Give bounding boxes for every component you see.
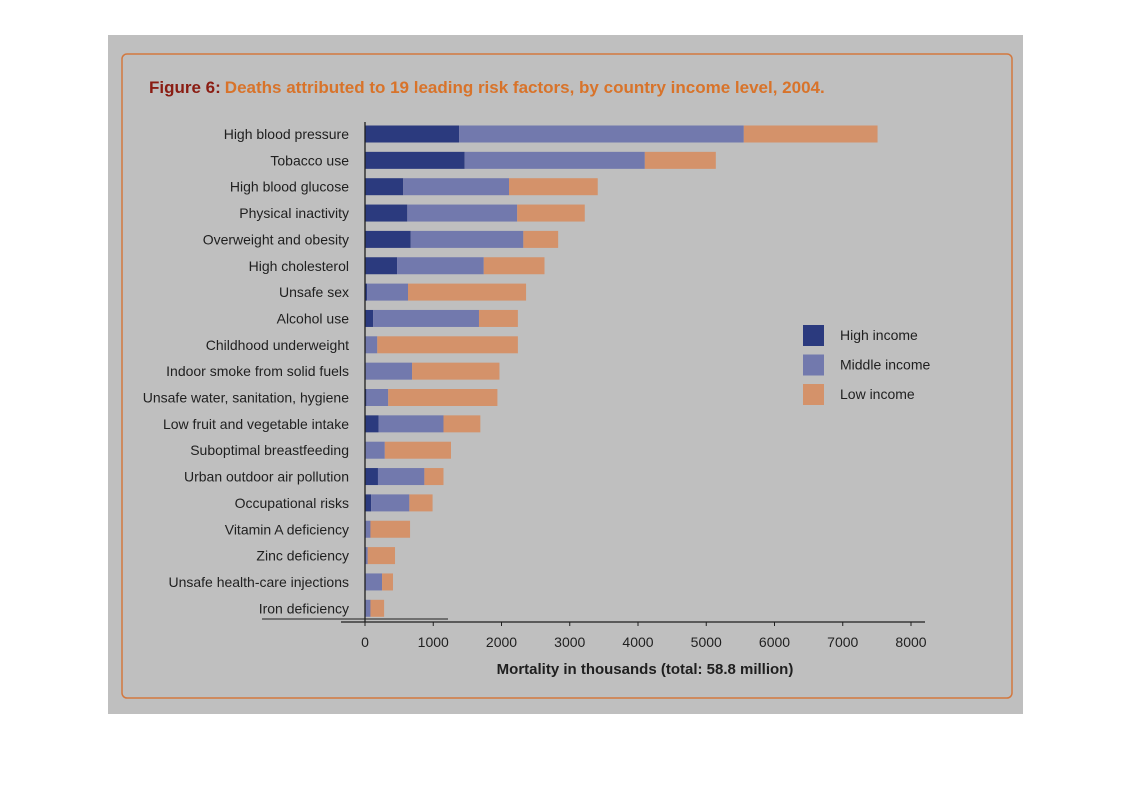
bar-segment — [517, 204, 585, 222]
legend: High income Middle income Low income — [803, 325, 930, 405]
bar-segment — [459, 125, 744, 143]
bar-segment — [377, 336, 518, 354]
bar-segment — [407, 283, 527, 301]
category-label: Indoor smoke from solid fuels — [166, 363, 349, 379]
bar-segment — [365, 599, 371, 617]
category-label: Tobacco use — [270, 152, 349, 168]
category-label: Overweight and obesity — [203, 231, 349, 247]
category-label: Iron deficiency — [259, 600, 349, 616]
category-label: High cholesterol — [249, 258, 349, 274]
bar-segment — [365, 547, 368, 565]
bar-segment — [365, 178, 404, 196]
bar-segment — [410, 230, 524, 248]
chart-title-prefix: Figure 6: — [149, 78, 221, 97]
x-axis-label: Mortality in thousands (total: 58.8 mill… — [497, 661, 794, 678]
category-label: Zinc deficiency — [256, 548, 349, 564]
chart-title-text: Deaths attributed to 19 leading risk fac… — [225, 78, 825, 97]
category-label: Occupational risks — [235, 495, 349, 511]
category-label: Physical inactivity — [239, 205, 349, 221]
bar-segment — [365, 520, 371, 538]
bar-segment — [378, 415, 444, 433]
bar-segment — [366, 389, 389, 406]
bar-segment — [367, 547, 396, 565]
legend-swatch — [803, 384, 824, 405]
bar-segment — [424, 468, 444, 486]
axes: High blood pressure Tobacco use High blood… — [143, 122, 927, 650]
legend-label: Middle income — [840, 357, 930, 373]
bar-segment — [365, 389, 367, 406]
bar-segment — [464, 151, 645, 169]
bar-segment — [365, 204, 408, 222]
bar-segment — [412, 362, 500, 380]
x-tick-label: 5000 — [691, 634, 722, 650]
bar-segment — [483, 257, 545, 275]
bar-segment — [644, 151, 716, 169]
bar-segment — [365, 336, 378, 354]
category-label: Alcohol use — [277, 310, 350, 326]
bar-segment — [384, 441, 451, 459]
bar-segment — [365, 230, 411, 248]
bar-segment — [365, 441, 385, 459]
x-tick-label: 4000 — [622, 634, 653, 650]
bar-segment — [365, 362, 413, 380]
bar-segment — [365, 151, 465, 169]
bar-segment — [409, 494, 433, 512]
category-label: Childhood underweight — [206, 337, 349, 353]
bar-segment — [365, 309, 374, 327]
x-tick-label: 6000 — [759, 634, 790, 650]
x-tick-label: 7000 — [827, 634, 858, 650]
x-tick-label: 0 — [361, 634, 369, 650]
bar-segment — [377, 468, 425, 486]
bar-segment — [370, 520, 411, 538]
category-label: High blood glucose — [230, 179, 349, 195]
chart-background — [108, 35, 1023, 714]
bar-segment — [370, 599, 385, 617]
bar-segment — [367, 283, 408, 301]
bar-segment — [365, 573, 383, 591]
bar-segment — [509, 178, 598, 196]
bar-segment — [382, 573, 393, 591]
legend-swatch — [803, 325, 824, 346]
category-label: High blood pressure — [224, 126, 350, 142]
bar-segment — [365, 283, 368, 301]
bar-segment — [743, 125, 878, 143]
legend-label: Low income — [840, 386, 915, 402]
x-tick-label: 3000 — [554, 634, 585, 650]
category-label: Urban outdoor air pollution — [184, 469, 349, 485]
plot-area — [365, 125, 878, 617]
x-tick-label: 2000 — [486, 634, 517, 650]
bar-segment — [365, 257, 398, 275]
bar-segment — [478, 309, 518, 327]
category-label: Low fruit and vegetable intake — [163, 416, 349, 432]
bar-segment — [365, 494, 372, 512]
chart-frame — [121, 53, 1013, 699]
category-label: Unsafe health-care injections — [168, 574, 349, 590]
category-label: Vitamin A deficiency — [225, 521, 349, 537]
x-tick-label: 8000 — [895, 634, 926, 650]
bar-segment — [403, 178, 510, 196]
bar-segment — [373, 309, 479, 327]
bar-segment — [443, 415, 481, 433]
bar-segment — [397, 257, 484, 275]
bar-segment — [523, 230, 559, 248]
legend-label: High income — [840, 327, 918, 343]
bar-segment — [388, 389, 498, 406]
bar-segment — [365, 415, 379, 433]
legend-swatch — [803, 354, 824, 376]
category-label: Suboptimal breastfeeding — [190, 442, 349, 458]
bar-segment — [407, 204, 518, 222]
x-tick-label: 1000 — [418, 634, 449, 650]
bar-segment — [365, 125, 460, 143]
category-label: Unsafe sex — [279, 284, 349, 300]
chart-title: Figure 6: Deaths attributed to 19 leading… — [149, 78, 825, 97]
bar-segment — [365, 468, 378, 486]
bar-segment — [371, 494, 410, 512]
category-label: Unsafe water, sanitation, hygiene — [143, 390, 349, 406]
